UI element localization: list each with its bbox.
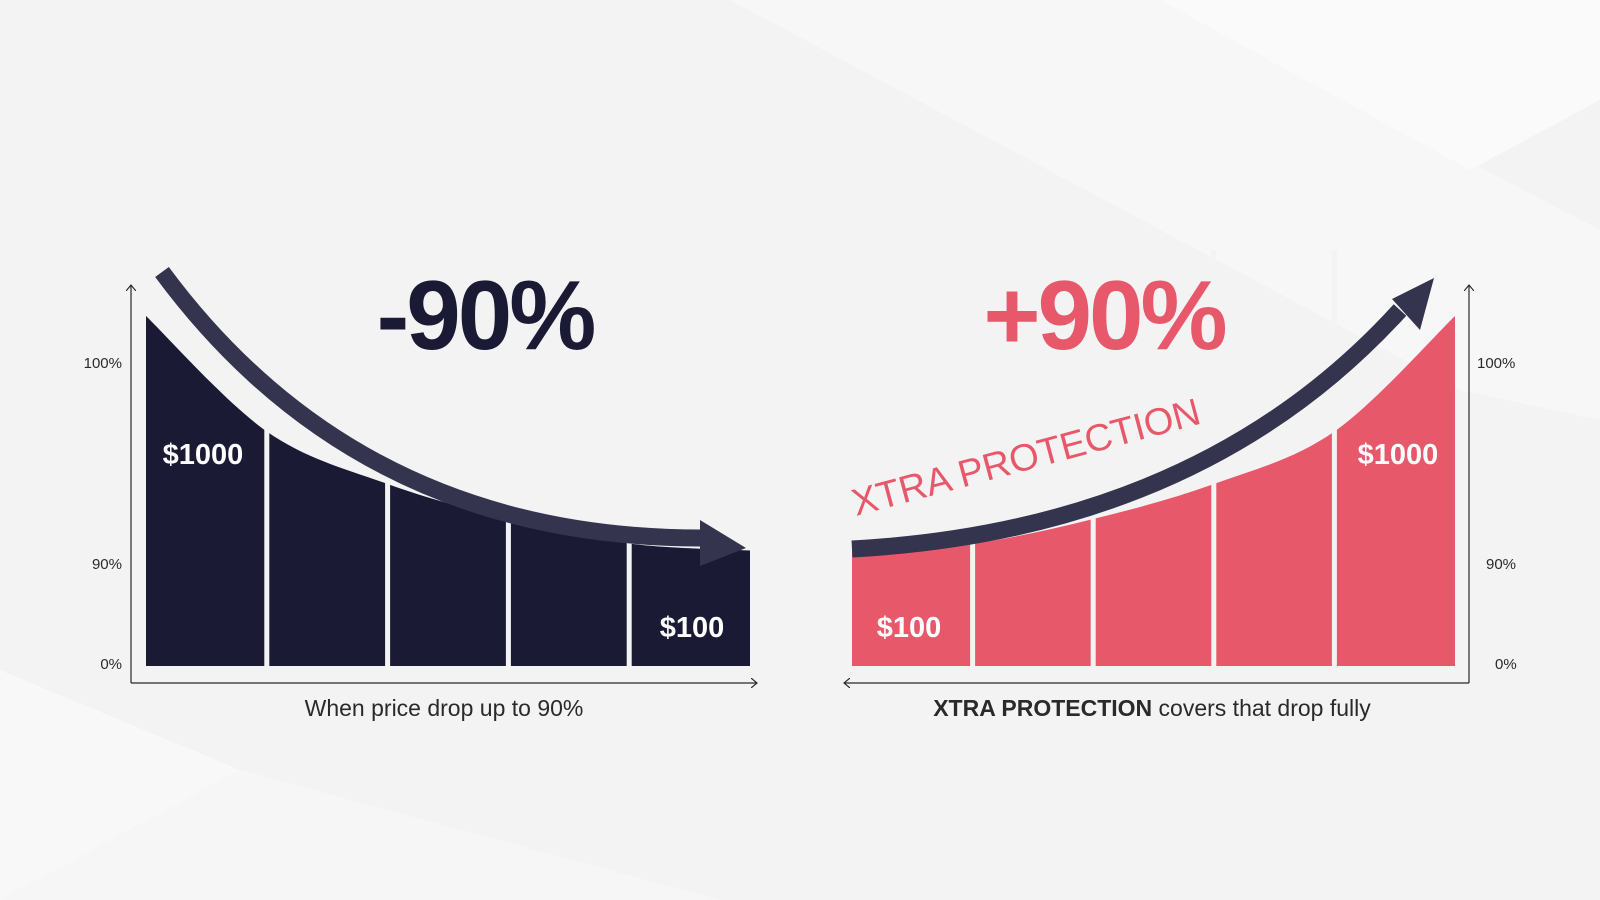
protection-y-tick-0: 0% xyxy=(1495,656,1517,673)
drop-chart: 100% 90% 0% -90% $1000 $100 When price d… xyxy=(84,250,756,721)
drop-y-tick-90: 90% xyxy=(92,556,122,573)
drop-area-shape xyxy=(146,316,750,666)
protection-divider xyxy=(1331,250,1337,667)
protection-chart: 100% 90% 0% +90% XTRA PROTECTION $100 $1… xyxy=(845,250,1517,721)
drop-area xyxy=(146,316,750,666)
protection-y-tick-100: 100% xyxy=(1477,355,1515,372)
protection-caption: XTRA PROTECTION covers that drop fully xyxy=(933,695,1371,721)
drop-trend-arrow xyxy=(155,266,707,547)
drop-headline: -90% xyxy=(377,260,595,370)
protection-area-shape xyxy=(852,316,1455,666)
drop-divider xyxy=(264,250,270,667)
protection-y-tick-90: 90% xyxy=(1486,556,1516,573)
protection-trend-arrow xyxy=(851,304,1407,558)
protection-start-value: $100 xyxy=(877,612,942,644)
drop-divider xyxy=(505,250,511,667)
protection-end-value: $1000 xyxy=(1358,439,1439,471)
protection-divider xyxy=(970,250,976,667)
drop-caption: When price drop up to 90% xyxy=(305,695,584,721)
protection-headline: +90% xyxy=(983,260,1225,370)
protection-area xyxy=(852,316,1455,666)
drop-y-tick-100: 100% xyxy=(84,355,122,372)
drop-arrow-head xyxy=(700,520,746,566)
protection-caption-bold: XTRA PROTECTION xyxy=(933,695,1152,721)
protection-caption-rest: covers that drop fully xyxy=(1152,695,1371,721)
drop-y-tick-0: 0% xyxy=(100,656,122,673)
drop-divider xyxy=(626,250,632,667)
protection-arrow-head xyxy=(1392,278,1434,330)
protection-divider xyxy=(1090,250,1096,667)
drop-start-value: $1000 xyxy=(163,439,244,471)
drop-end-value: $100 xyxy=(660,612,725,644)
